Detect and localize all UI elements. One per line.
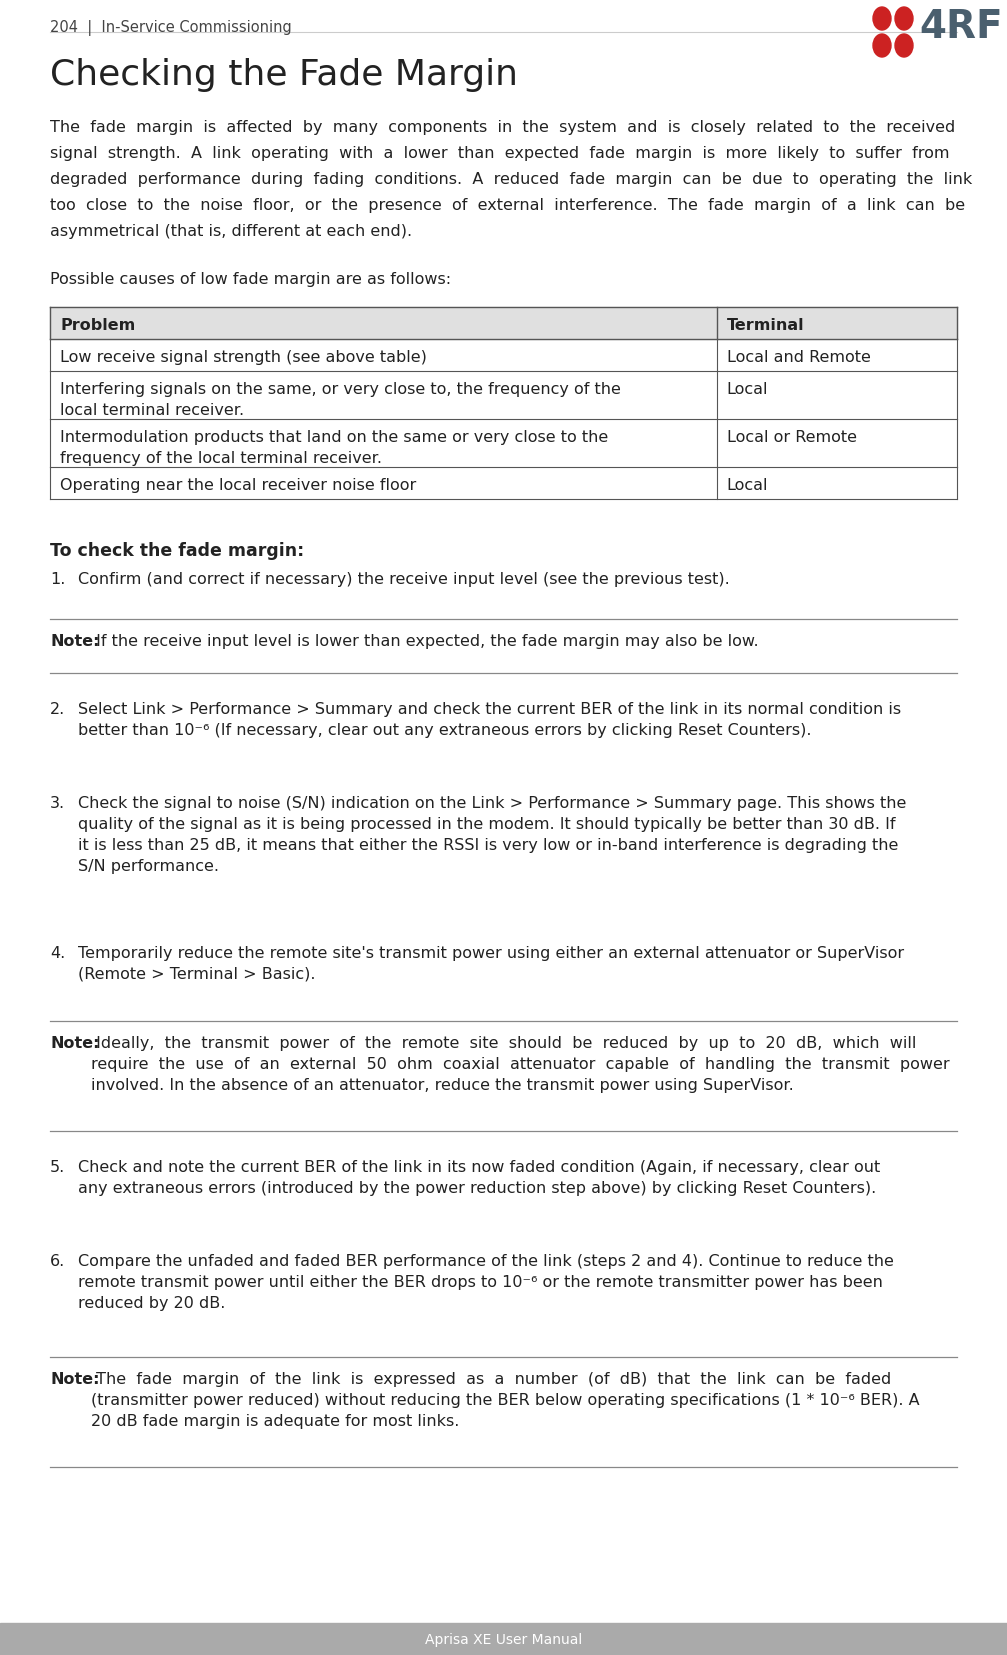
Text: Possible causes of low fade margin are as follows:: Possible causes of low fade margin are a… (50, 271, 451, 286)
Text: Terminal: Terminal (727, 318, 805, 333)
Text: Check the signal to noise (S/N) indication on the Link > Performance > Summary p: Check the signal to noise (S/N) indicati… (78, 796, 906, 874)
Text: Local and Remote: Local and Remote (727, 349, 870, 364)
Text: Note:: Note: (50, 634, 100, 649)
Text: 2.: 2. (50, 702, 65, 717)
Text: 5.: 5. (50, 1158, 65, 1175)
Text: Temporarily reduce the remote site's transmit power using either an external att: Temporarily reduce the remote site's tra… (78, 945, 904, 981)
Text: Confirm (and correct if necessary) the receive input level (see the previous tes: Confirm (and correct if necessary) the r… (78, 571, 730, 586)
Text: 6.: 6. (50, 1253, 65, 1268)
Text: 204  |  In-Service Commissioning: 204 | In-Service Commissioning (50, 20, 292, 36)
Text: asymmetrical (that is, different at each end).: asymmetrical (that is, different at each… (50, 223, 412, 238)
Text: signal  strength.  A  link  operating  with  a  lower  than  expected  fade  mar: signal strength. A link operating with a… (50, 146, 950, 161)
Text: Check and note the current BER of the link in its now faded condition (Again, if: Check and note the current BER of the li… (78, 1158, 880, 1195)
Text: Operating near the local receiver noise floor: Operating near the local receiver noise … (60, 478, 416, 493)
Text: degraded  performance  during  fading  conditions.  A  reduced  fade  margin  ca: degraded performance during fading condi… (50, 172, 972, 187)
Text: Note:: Note: (50, 1036, 100, 1051)
Ellipse shape (895, 35, 913, 58)
Ellipse shape (873, 35, 891, 58)
Text: Interfering signals on the same, or very close to, the frequency of the
local te: Interfering signals on the same, or very… (60, 382, 621, 417)
Text: Checking the Fade Margin: Checking the Fade Margin (50, 58, 518, 93)
Text: Ideally,  the  transmit  power  of  the  remote  site  should  be  reduced  by  : Ideally, the transmit power of the remot… (92, 1036, 950, 1092)
Ellipse shape (895, 8, 913, 31)
Bar (0, 1624, 1007, 1655)
Text: Local or Remote: Local or Remote (727, 430, 857, 445)
Bar (50, 308, 957, 339)
Text: 1.: 1. (50, 571, 65, 586)
Text: If the receive input level is lower than expected, the fade margin may also be l: If the receive input level is lower than… (92, 634, 759, 649)
Text: The  fade  margin  of  the  link  is  expressed  as  a  number  (of  dB)  that  : The fade margin of the link is expressed… (92, 1372, 920, 1428)
Text: Compare the unfaded and faded BER performance of the link (steps 2 and 4). Conti: Compare the unfaded and faded BER perfor… (78, 1253, 894, 1311)
Text: Intermodulation products that land on the same or very close to the
frequency of: Intermodulation products that land on th… (60, 430, 608, 465)
Text: Select Link > Performance > Summary and check the current BER of the link in its: Select Link > Performance > Summary and … (78, 702, 901, 738)
Text: too  close  to  the  noise  floor,  or  the  presence  of  external  interferenc: too close to the noise floor, or the pre… (50, 199, 965, 213)
Text: Aprisa XE User Manual: Aprisa XE User Manual (425, 1632, 582, 1647)
Text: 4.: 4. (50, 945, 65, 960)
Text: Local: Local (727, 478, 768, 493)
Ellipse shape (873, 8, 891, 31)
Text: 3.: 3. (50, 796, 65, 811)
Text: The  fade  margin  is  affected  by  many  components  in  the  system  and  is : The fade margin is affected by many comp… (50, 119, 956, 136)
Text: Local: Local (727, 382, 768, 397)
Text: Low receive signal strength (see above table): Low receive signal strength (see above t… (60, 349, 427, 364)
Text: To check the fade margin:: To check the fade margin: (50, 541, 304, 559)
Text: Note:: Note: (50, 1372, 100, 1387)
Text: Problem: Problem (60, 318, 135, 333)
Text: 4RF: 4RF (919, 8, 1003, 46)
